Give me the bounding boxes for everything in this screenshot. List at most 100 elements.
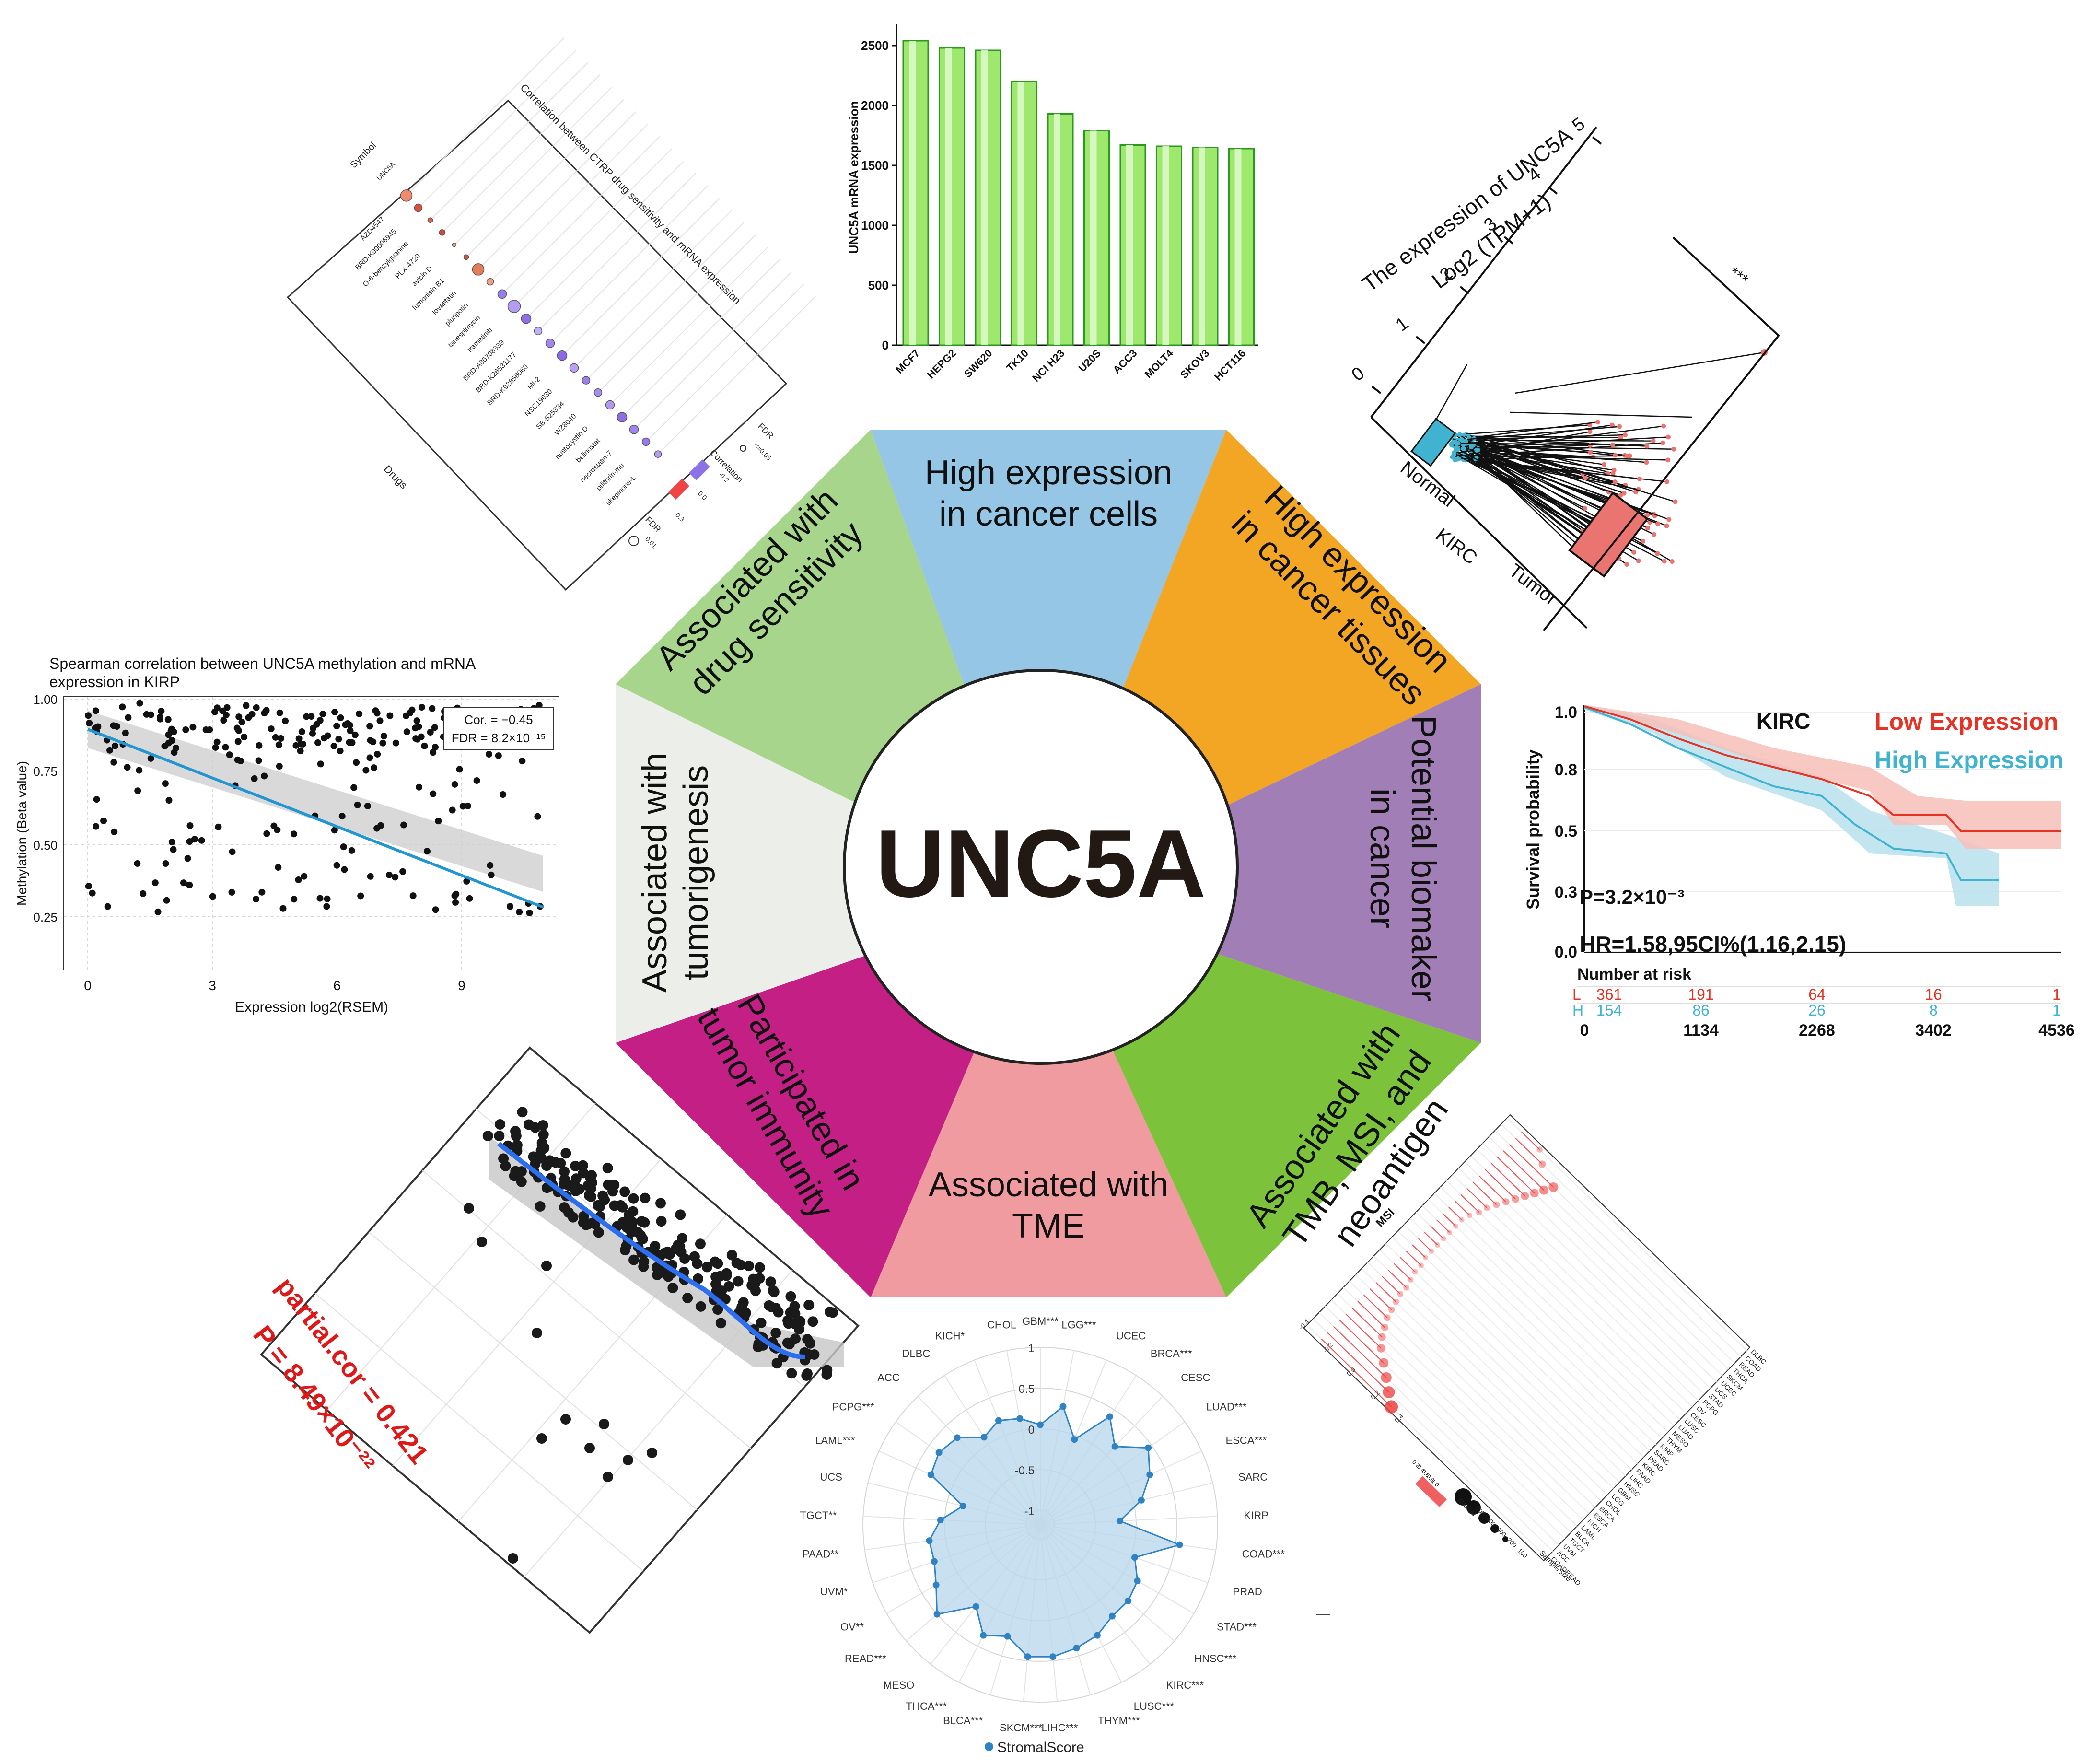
scatter-dot <box>526 910 533 917</box>
tumor-point <box>1612 479 1618 485</box>
scatter-dot <box>143 711 150 718</box>
partial-dot <box>583 1218 594 1229</box>
bar-category-label: MCF7 <box>894 347 922 376</box>
km-xtick: 1134 <box>1683 1021 1719 1040</box>
bar-category-label: SKOV3 <box>1178 347 1211 381</box>
radar-label: LIHC*** <box>1041 1722 1078 1734</box>
scatter-dot <box>237 758 244 765</box>
km-panel: Survival probability 1.0 0.8 0.5 0.3 0.0 KIR… <box>1523 703 2075 1040</box>
partial-dot <box>740 1308 751 1319</box>
scatter-dot <box>263 830 270 837</box>
scatter-dot <box>459 803 466 810</box>
scatter-dot <box>314 739 322 746</box>
scatter-dot <box>164 716 172 723</box>
msi-stem <box>1515 1138 1543 1165</box>
scatter-dot <box>341 866 348 873</box>
msi-dot <box>1397 1291 1404 1297</box>
normal-point <box>1449 441 1455 446</box>
partial-dot <box>743 1261 754 1272</box>
msi-gridline <box>1355 1274 1596 1508</box>
normal-point <box>1463 439 1468 444</box>
partial-dot <box>701 1262 712 1273</box>
scatter-xtick: 3 <box>209 978 216 993</box>
fdr-legend-value: <=0.05 <box>753 442 773 462</box>
partial-dot <box>675 1209 686 1220</box>
tumor-point <box>1595 420 1600 425</box>
scatter-dot <box>364 802 371 809</box>
scatter-dot <box>295 735 303 742</box>
tumor-point <box>1613 453 1618 458</box>
partial-dot <box>570 1173 582 1184</box>
drug-gridline <box>657 296 816 455</box>
scatter-dot <box>189 724 197 731</box>
scatter-dot <box>209 893 216 900</box>
scatter-dot <box>186 822 194 829</box>
radar-panel: GBM*** LGG*** UCEC BRCA*** CESC LUAD*** ESCA**… <box>800 1315 1285 1755</box>
scatter-dot <box>93 796 100 803</box>
km-high-label: High Expression <box>1874 747 2064 773</box>
partial-dot <box>650 1241 661 1252</box>
radar-label: SARC <box>1238 1471 1268 1483</box>
partial-dot <box>541 1261 552 1271</box>
scatter-dot <box>168 839 175 846</box>
drugs-axis-label: Drugs <box>382 463 410 491</box>
partial-dot <box>677 1233 688 1244</box>
scatter-ytick: 0.75 <box>33 764 58 779</box>
partial-dot <box>768 1286 780 1297</box>
bar-category-label: NCI H23 <box>1030 347 1067 384</box>
bar-ylabel: UNC5A mRNA expression <box>847 101 861 254</box>
partial-dot <box>748 1273 759 1285</box>
segment-label-left: Associated withtumorigenesis <box>636 753 715 993</box>
scatter-dot <box>110 722 117 729</box>
radar-point <box>1016 1415 1024 1422</box>
tumor-point <box>1631 549 1636 555</box>
partial-dot <box>563 1207 574 1218</box>
scatter-dot <box>323 903 330 910</box>
scatter-dot <box>295 876 302 883</box>
radar-point <box>933 1611 941 1618</box>
radar-label: SKCM*** <box>1000 1722 1043 1734</box>
msi-stem <box>1448 1206 1462 1220</box>
normal-point <box>1450 455 1455 460</box>
scatter-dot <box>330 742 337 749</box>
partial-dot <box>692 1258 703 1269</box>
paired-line <box>1469 437 1647 447</box>
radar-point <box>1134 1577 1141 1584</box>
partial-dot <box>807 1316 818 1327</box>
partial-dot <box>603 1179 614 1190</box>
scatter-dot <box>435 818 442 825</box>
km-xtick: 3402 <box>1915 1021 1952 1040</box>
scatter-dot <box>251 775 258 783</box>
msi-gridline <box>1349 1281 1590 1514</box>
tumor-point <box>1671 446 1676 452</box>
km-risk-low: 361 <box>1596 986 1622 1003</box>
scatter-dot <box>184 855 191 862</box>
bar-ytick-label: 2000 <box>861 98 889 113</box>
drug-dot <box>463 254 469 260</box>
radar-label: HNSC*** <box>1194 1652 1236 1664</box>
km-xtick: 0 <box>1580 1021 1589 1040</box>
partial-dot <box>682 1293 693 1304</box>
msi-dot <box>1536 1146 1543 1153</box>
scatter-dot <box>385 871 393 878</box>
msi-dot <box>1412 1269 1418 1275</box>
drug-gridline <box>597 234 756 393</box>
msi-stem <box>1345 1313 1382 1349</box>
msi-gridline <box>1373 1255 1614 1489</box>
radar-label: KIRC*** <box>1166 1679 1204 1691</box>
box-cat-normal: Normal <box>1396 457 1458 511</box>
paired-line <box>1469 446 1669 520</box>
scatter-dot <box>275 741 282 748</box>
scatter-dot <box>171 749 178 756</box>
partial-dot <box>754 1262 765 1273</box>
scatter-dot <box>451 781 458 788</box>
scatter-dot <box>372 707 379 714</box>
tumor-point <box>1664 479 1670 484</box>
scatter-dot <box>367 873 374 880</box>
msi-dot <box>1539 1185 1549 1195</box>
msi-dot <box>1447 1229 1453 1235</box>
msi-dot <box>1381 1372 1392 1383</box>
radar-label: TGCT** <box>800 1509 837 1521</box>
msi-stem <box>1333 1326 1387 1378</box>
